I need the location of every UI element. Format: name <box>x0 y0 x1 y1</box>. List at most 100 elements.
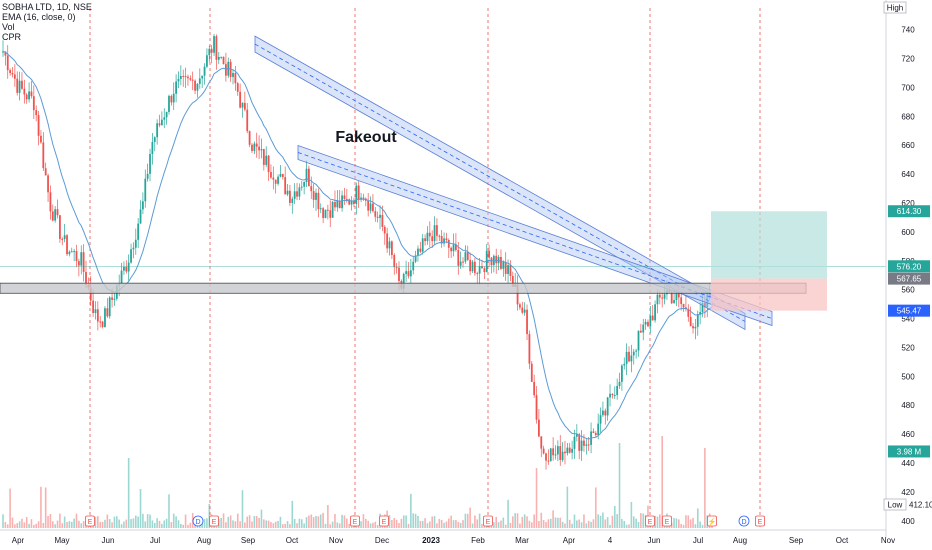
candle-body <box>25 94 28 100</box>
candle-119 <box>284 166 287 195</box>
candle-body <box>431 236 434 242</box>
event-marker-letter: E <box>212 519 217 526</box>
volume-bar-269 <box>640 513 642 528</box>
volume-bar-140 <box>334 513 336 528</box>
candle-body <box>564 451 566 454</box>
volume-bar-95 <box>227 516 230 528</box>
candle-123 <box>293 183 296 204</box>
volume-bar-134 <box>319 514 322 528</box>
candle-body <box>248 131 251 145</box>
candle-155 <box>369 196 372 214</box>
volume-bar-197 <box>469 507 471 528</box>
candle-body <box>390 241 393 255</box>
candle-body <box>386 233 389 249</box>
candle-body <box>488 250 491 258</box>
volume-bar-158 <box>376 524 379 528</box>
volume-bar-250 <box>595 487 597 528</box>
volume-bar-153 <box>364 518 367 528</box>
volume-bar-33 <box>80 523 83 528</box>
volume-bar-85 <box>203 519 206 528</box>
candle-10 <box>25 93 28 104</box>
candle-214 <box>509 260 512 282</box>
volume-bar-137 <box>327 505 329 528</box>
candle-73 <box>175 74 178 103</box>
candle-63 <box>151 132 154 165</box>
volume-bar-226 <box>538 521 540 528</box>
candle-body <box>599 415 602 424</box>
volume-bar-259 <box>616 514 618 528</box>
candle-126 <box>300 180 303 191</box>
candle-body <box>11 72 14 75</box>
candle-59 <box>142 192 144 215</box>
candle-174 <box>414 250 417 264</box>
candle-75 <box>179 65 182 86</box>
candle-body <box>203 66 206 76</box>
volume-bar-103 <box>246 516 249 528</box>
volume-bar-102 <box>244 522 246 528</box>
candle-body <box>123 266 125 271</box>
candle-body <box>40 135 42 143</box>
candle-151 <box>360 192 362 203</box>
volume-bar-224 <box>533 514 535 528</box>
candle-40 <box>96 301 99 331</box>
volume-bar-142 <box>338 523 341 528</box>
y-tick-label-420: 420 <box>901 488 915 497</box>
volume-bar-245 <box>583 514 585 528</box>
candle-body <box>383 226 386 234</box>
event-marker-shape <box>645 515 655 527</box>
candle-273 <box>649 306 652 334</box>
candle-body <box>620 365 623 382</box>
candle-69 <box>165 111 168 125</box>
candle-124 <box>296 182 298 201</box>
candle-65 <box>156 119 159 145</box>
candle-252 <box>599 407 602 433</box>
candle-206 <box>490 256 493 274</box>
y-tick-label-700: 700 <box>901 83 915 92</box>
candle-body <box>189 78 192 80</box>
candle-body <box>414 255 417 262</box>
volume-bar-109 <box>260 509 263 528</box>
volume-bar-0 <box>2 514 4 528</box>
volume-bar-213 <box>507 499 509 528</box>
volume-bar-124 <box>296 523 298 528</box>
candle-104 <box>248 130 251 148</box>
y-tick-label-740: 740 <box>901 26 915 35</box>
candle-86 <box>206 48 208 69</box>
channel-upper <box>254 35 746 331</box>
candle-body <box>556 446 559 455</box>
candle-body <box>289 190 291 203</box>
candle-body <box>127 262 130 272</box>
candle-128 <box>305 160 308 188</box>
volume-bar-105 <box>251 521 253 528</box>
candle-body <box>523 309 526 313</box>
price-label-0: 614.30 <box>897 207 922 216</box>
candle-142 <box>338 189 341 209</box>
candle-268 <box>637 330 640 357</box>
volume-bar-22 <box>54 524 56 528</box>
candle-body <box>462 261 464 263</box>
volume-bar-106 <box>253 515 256 528</box>
candle-body <box>478 266 481 274</box>
candle-body <box>369 203 372 211</box>
x-tick-label-14: Jun <box>648 536 661 545</box>
volume-bar-225 <box>535 468 538 528</box>
candle-137 <box>326 204 329 220</box>
volume-bar-138 <box>329 524 332 528</box>
candle-161 <box>383 225 386 245</box>
volume-bar-173 <box>412 513 415 528</box>
candle-body <box>208 48 211 56</box>
volume-bar-52 <box>125 519 128 528</box>
volume-bar-46 <box>111 522 113 528</box>
candle-235 <box>559 435 562 466</box>
candle-132 <box>315 188 317 211</box>
candle-267 <box>635 348 638 359</box>
y-tick-label-480: 480 <box>901 401 915 410</box>
volume-bar-113 <box>270 522 272 528</box>
candle-148 <box>353 197 355 208</box>
volume-bar-111 <box>265 520 268 528</box>
candle-7 <box>18 71 21 101</box>
candle-191 <box>455 233 457 252</box>
candle-body <box>583 440 585 446</box>
volume-bar-218 <box>519 523 521 528</box>
